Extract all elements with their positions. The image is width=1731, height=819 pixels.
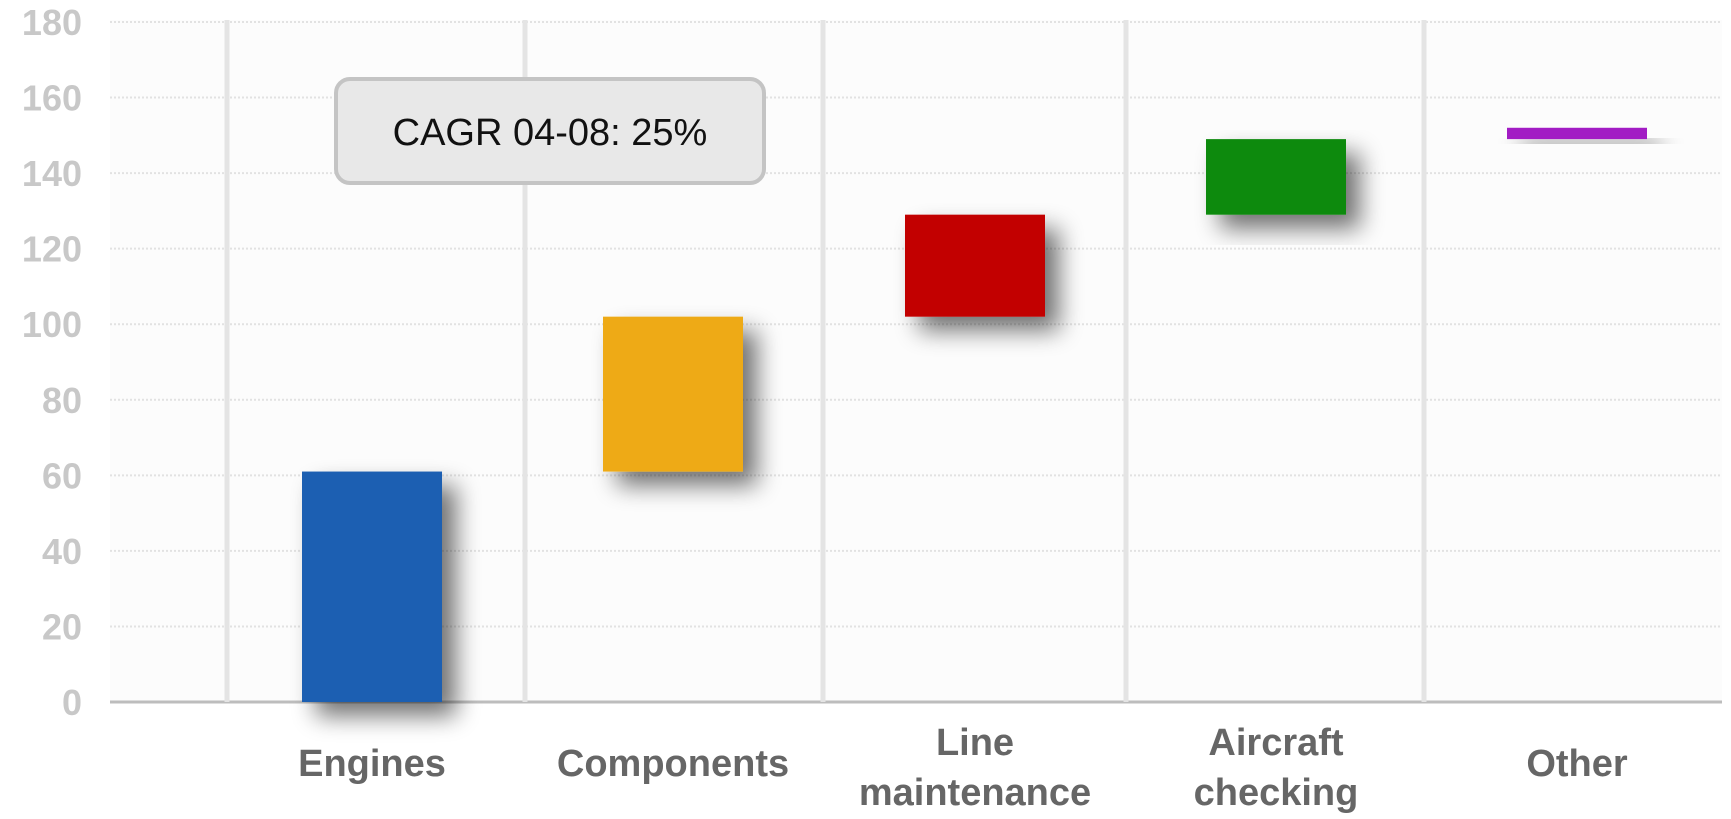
bar-line-maintenance (905, 214, 1045, 317)
y-tick-label: 140 (22, 153, 82, 194)
bar-aircraft-checking (1206, 139, 1346, 215)
y-tick-label: 0 (62, 682, 82, 723)
y-tick-label: 120 (22, 229, 82, 270)
cagr-annotation: CAGR 04-08: 25% (334, 77, 766, 185)
y-tick-label: 180 (22, 2, 82, 43)
y-tick-label: 100 (22, 304, 82, 345)
bar-layer (302, 127, 1647, 702)
bar-components (603, 316, 743, 472)
x-tick-label: Line maintenance (859, 722, 1091, 814)
x-tick-label: Other (1526, 743, 1628, 785)
x-tick-label: Aircraft checking (1194, 722, 1359, 814)
annotation-text: CAGR 04-08: 25% (393, 112, 708, 154)
x-axis-ticks: Engines Components Line maintenance Aircraft… (298, 722, 1628, 814)
annotation-box (334, 77, 766, 185)
y-tick-label: 80 (42, 380, 82, 421)
bar-engines (302, 471, 442, 702)
x-tick-label: Engines (298, 743, 446, 785)
x-tick-label: Components (557, 743, 789, 785)
y-tick-label: 160 (22, 78, 82, 119)
y-tick-label: 40 (42, 531, 82, 572)
y-axis-ticks: 0 20 40 60 80 100 120 140 160 180 (22, 2, 82, 723)
bar-other (1507, 127, 1647, 140)
y-tick-label: 20 (42, 606, 82, 647)
y-tick-label: 60 (42, 455, 82, 496)
